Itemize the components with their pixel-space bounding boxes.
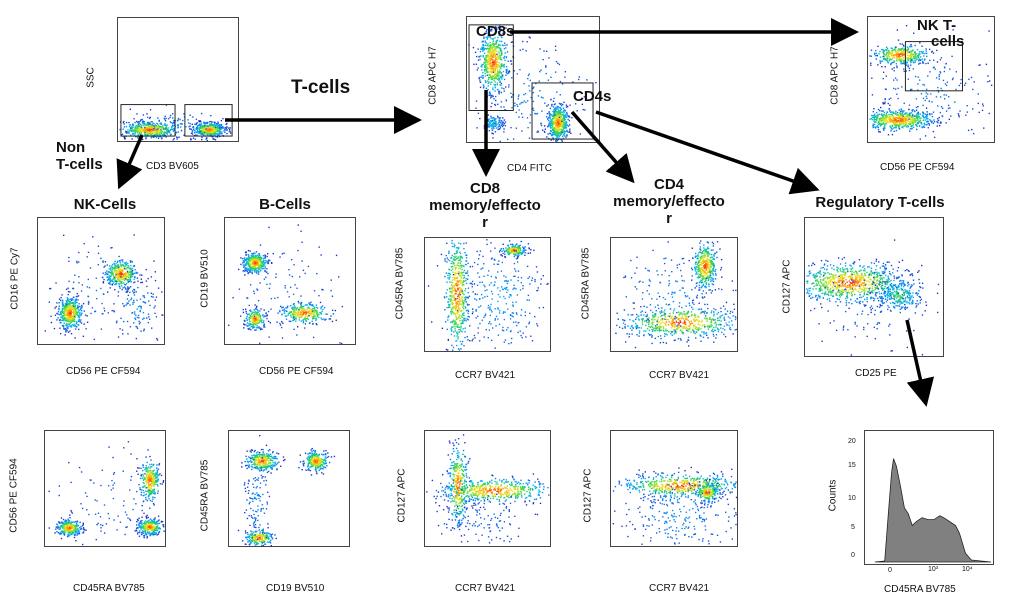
hist-ytick: 10 xyxy=(848,495,856,502)
x-label: CCR7 BV421 xyxy=(649,583,710,594)
density-plot xyxy=(48,441,165,546)
density-plot xyxy=(237,434,336,546)
density-plot xyxy=(119,104,233,141)
x-label: CD25 PE xyxy=(855,368,897,379)
density-plot xyxy=(427,239,549,351)
nkt-gate-label: NK T- cells xyxy=(917,18,964,50)
x-label: CD45RA BV785 xyxy=(884,584,956,595)
nkt-line1: NK T- xyxy=(917,17,957,34)
non-tcells-line1: Non xyxy=(56,139,86,156)
y-label: CD8 APC H7 xyxy=(427,46,439,105)
cd4-mem-line3: r xyxy=(666,210,672,227)
y-label: Counts xyxy=(827,479,839,512)
hist-ytick: 0 xyxy=(851,552,855,559)
hist-ytick: 20 xyxy=(848,438,856,445)
plot-cd8-cd127-vs-ccr7 xyxy=(424,430,551,547)
x-label: CCR7 BV421 xyxy=(455,583,516,594)
x-label: CD3 BV605 xyxy=(146,161,199,172)
y-label: CD8 APC H7 xyxy=(829,46,841,105)
cd8-mem-line2: memory/effecto xyxy=(429,197,541,214)
y-label: CD56 PE CF594 xyxy=(8,458,20,533)
y-label: CD16 PE Cy7 xyxy=(9,247,21,310)
density-plot xyxy=(468,24,597,142)
plot-cd56-vs-cd45ra xyxy=(44,430,166,547)
plot-cd127-vs-cd25 xyxy=(804,217,944,357)
b-cells-title: B-Cells xyxy=(259,196,311,213)
cd4s-gate-label: CD4s xyxy=(573,88,612,105)
histogram-cd45ra xyxy=(864,430,994,565)
plot-cd45ra-vs-cd19 xyxy=(228,430,350,547)
hist-xtick: 0 xyxy=(888,567,892,574)
x-label: CD56 PE CF594 xyxy=(880,162,955,173)
cd4-mem-line2: memory/effecto xyxy=(613,193,725,210)
plot-ssc-vs-cd3 xyxy=(117,17,239,142)
hist-xtick: 10⁴ xyxy=(962,566,973,573)
plot-cd4-cd127-vs-ccr7 xyxy=(610,430,738,547)
density-plot xyxy=(615,240,737,349)
nk-cells-title: NK-Cells xyxy=(73,196,137,213)
cd8-mem-line1: CD8 xyxy=(469,180,500,197)
cd4-mem-line1: CD4 xyxy=(653,176,684,193)
nkt-line2: cells xyxy=(931,33,965,50)
tcells-label: T-cells xyxy=(291,77,351,98)
x-label: CD4 FITC xyxy=(507,163,552,174)
y-label: CD45RA BV785 xyxy=(580,247,592,320)
density-plot xyxy=(805,239,940,356)
y-label: CD45RA BV785 xyxy=(394,247,406,320)
density-plot xyxy=(869,24,993,140)
x-label: CD56 PE CF594 xyxy=(66,366,141,377)
density-plot xyxy=(44,234,164,341)
non-tcells-label: Non T-cells xyxy=(56,139,103,173)
plot-cd4-cd45ra-vs-ccr7 xyxy=(610,237,738,352)
hist-ytick: 5 xyxy=(851,524,855,531)
x-label: CCR7 BV421 xyxy=(455,370,516,381)
plot-cd8-vs-cd56 xyxy=(867,16,995,143)
x-label: CCR7 BV421 xyxy=(649,370,710,381)
arrow-non-tcells xyxy=(116,134,144,190)
y-label: CD45RA BV785 xyxy=(199,459,211,532)
x-label: CD56 PE CF594 xyxy=(259,366,334,377)
plot-cd19-vs-cd56 xyxy=(224,217,356,345)
non-tcells-line2: T-cells xyxy=(56,156,103,173)
y-label: CD127 APC xyxy=(396,468,408,523)
cd8-mem-line3: r xyxy=(482,214,488,231)
y-label: CD127 APC xyxy=(781,259,793,314)
cd8-memory-title: CD8 memory/effecto r xyxy=(410,180,560,231)
hist-xtick: 10³ xyxy=(928,566,939,573)
plot-cd8-vs-cd4 xyxy=(466,16,600,143)
plot-cd16-vs-cd56 xyxy=(37,217,165,345)
cd4-memory-title: CD4 memory/effecto r xyxy=(594,176,744,227)
cd8s-gate-label: CD8s xyxy=(476,23,515,40)
treg-title: Regulatory T-cells xyxy=(815,194,945,211)
y-label: SSC xyxy=(85,67,97,88)
y-label: CD127 APC xyxy=(582,468,594,523)
plot-cd8-cd45ra-vs-ccr7 xyxy=(424,237,551,352)
x-label: CD45RA BV785 xyxy=(73,583,145,594)
histogram xyxy=(874,458,992,563)
x-label: CD19 BV510 xyxy=(266,583,325,594)
density-plot xyxy=(426,434,550,544)
density-plot xyxy=(228,224,344,344)
density-plot xyxy=(612,466,737,545)
hist-ytick: 15 xyxy=(848,462,856,469)
y-label: CD19 BV510 xyxy=(199,249,211,308)
